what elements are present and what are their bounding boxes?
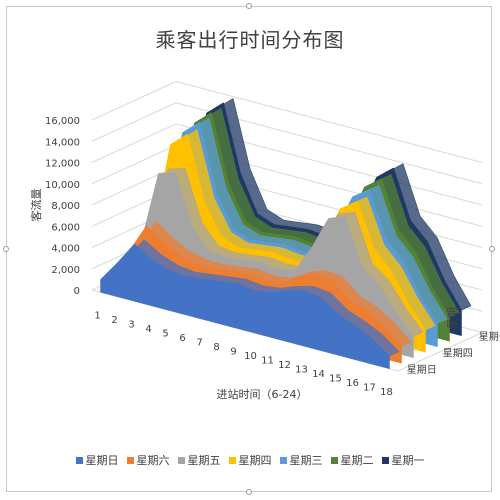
legend-item: 星期六 [126,452,170,468]
legend-swatch [75,456,83,464]
gridline [175,81,483,163]
y-tick-label: 0 [74,286,80,297]
chart-title: 乘客出行时间分布图 [155,28,345,52]
y-tick-label: 10,000 [45,180,80,191]
resize-handle-right[interactable] [489,246,495,252]
gridline [91,81,177,121]
y-tick-label: 6,000 [51,222,80,233]
gridline [91,166,177,206]
y-tick-label: 2,000 [51,265,80,276]
legend-item: 星期日 [75,452,119,468]
y-tick-label: 8,000 [51,201,80,212]
legend-item: 星期四 [228,452,272,468]
y-axis-title: 客流量 [29,189,43,222]
y-tick-label: 12,000 [45,159,80,170]
legend-swatch [330,456,338,464]
x-axis-title: 进站时间（6-24） [217,387,308,401]
resize-handle-bottom[interactable] [246,489,252,495]
x-tick-label: 9 [230,346,236,357]
legend-label: 星期日 [85,454,119,467]
x-tick-label: 4 [145,324,151,335]
legend-swatch [381,456,389,464]
z-axis-title: 星期 [446,307,459,329]
gridline [91,123,177,163]
y-tick-label: 16,000 [45,116,80,127]
depth-tick-label: 星期四 [443,347,473,359]
x-tick-label: 12 [278,360,291,371]
x-tick-label: 14 [312,369,325,380]
gridline [91,144,177,185]
x-tick-label: 18 [380,387,393,398]
legend-label: 星期四 [238,454,272,467]
x-tick-label: 15 [329,373,342,384]
legend-swatch [228,456,236,464]
y-tick-label: 14,000 [45,137,80,148]
legend-item: 星期一 [381,452,425,468]
floor-line [397,332,483,372]
depth-tick-label: 星期日 [407,364,437,376]
legend-swatch [279,456,287,464]
x-tick-label: 10 [244,351,257,362]
x-tick-label: 7 [196,337,202,348]
series-area-6 [100,243,390,370]
legend-item: 星期三 [279,452,323,468]
x-tick-label: 17 [363,382,376,393]
x-tick-label: 5 [162,328,168,339]
legend-label: 星期五 [187,454,221,467]
x-tick-label: 3 [128,319,134,330]
chart-legend: 星期日 星期六 星期五 星期四 星期三 星期二 星期一 [0,452,500,468]
depth-tick-label: 星期一 [479,331,500,343]
legend-swatch [126,456,134,464]
gridline [91,102,177,142]
legend-item: 星期二 [330,452,374,468]
x-tick-label: 6 [179,333,185,344]
resize-handle-top[interactable] [246,3,252,9]
legend-label: 星期二 [340,454,374,467]
resize-handle-left[interactable] [3,246,9,252]
x-tick-label: 13 [295,364,308,375]
legend-item: 星期五 [177,452,221,468]
x-tick-label: 11 [261,355,274,366]
legend-swatch [177,456,185,464]
x-tick-label: 2 [111,315,117,326]
x-tick-label: 16 [346,378,359,389]
y-tick-label: 4,000 [51,244,80,255]
legend-label: 星期六 [136,454,170,467]
legend-label: 星期一 [391,454,425,467]
x-tick-label: 1 [94,310,100,321]
x-tick-label: 8 [213,342,219,353]
legend-label: 星期三 [289,454,323,467]
